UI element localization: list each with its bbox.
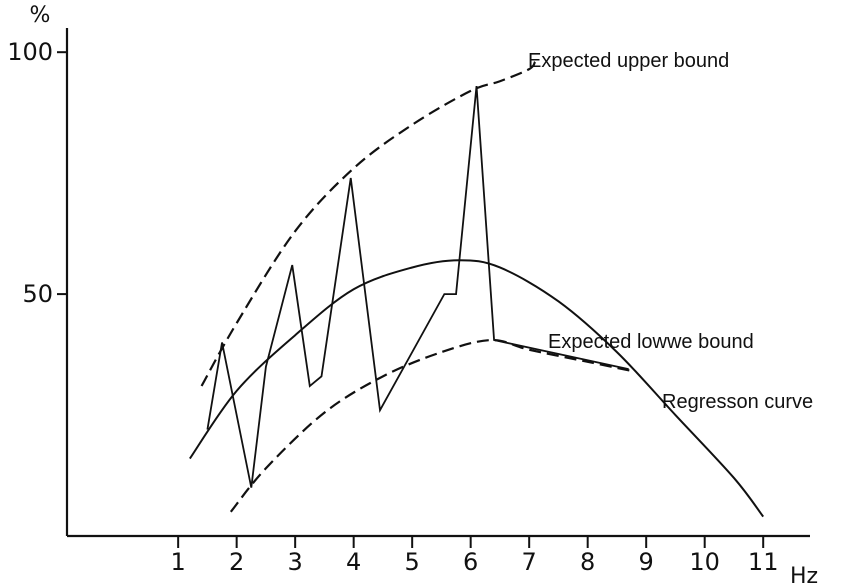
y-axis-label: %: [30, 3, 51, 28]
annotation-expected-lower-bound: Expected lowwe bound: [548, 331, 754, 353]
x-tick-label: 10: [689, 548, 720, 576]
x-axis-label: Hz: [790, 564, 818, 586]
axes: [65, 28, 810, 538]
annotation-expected-upper-bound: Expected upper bound: [528, 50, 729, 72]
x-tick-label: 11: [748, 548, 779, 576]
x-tick-label: 5: [405, 548, 420, 576]
x-tick-label: 4: [346, 548, 361, 576]
y-tick-label: 100: [7, 38, 53, 66]
x-tick-label: 6: [463, 548, 478, 576]
tick-marks: [57, 51, 765, 548]
text-labels: % Hz Expected upper bound Expected lowwe…: [7, 3, 818, 586]
x-tick-label: 8: [580, 548, 595, 576]
series-regression-curve: [189, 259, 764, 518]
annotation-regression-curve: Regresson curve: [662, 391, 813, 413]
x-tick-label: 7: [522, 548, 537, 576]
x-tick-label: 2: [229, 548, 244, 576]
x-tick-label: 9: [639, 548, 654, 576]
x-tick-label: 3: [288, 548, 303, 576]
series-expected-upper-bound: [200, 61, 536, 387]
series-expected-lower-bound: [229, 338, 635, 513]
series-measured-data: [206, 85, 629, 488]
x-tick-label: 1: [171, 548, 186, 576]
y-tick-label: 50: [22, 280, 53, 308]
series-lines: [189, 61, 764, 518]
